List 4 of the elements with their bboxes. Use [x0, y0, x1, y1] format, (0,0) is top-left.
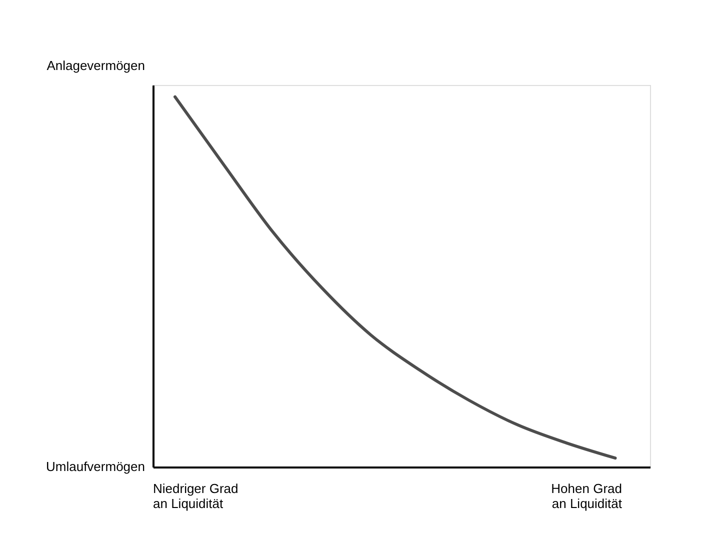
text: Umlaufvermögen — [46, 459, 145, 474]
text: Hohen Grad an Liquidität — [551, 481, 622, 511]
text: Niedriger Grad an Liquidität — [153, 481, 238, 511]
text: Anlagevermögen — [46, 58, 145, 73]
